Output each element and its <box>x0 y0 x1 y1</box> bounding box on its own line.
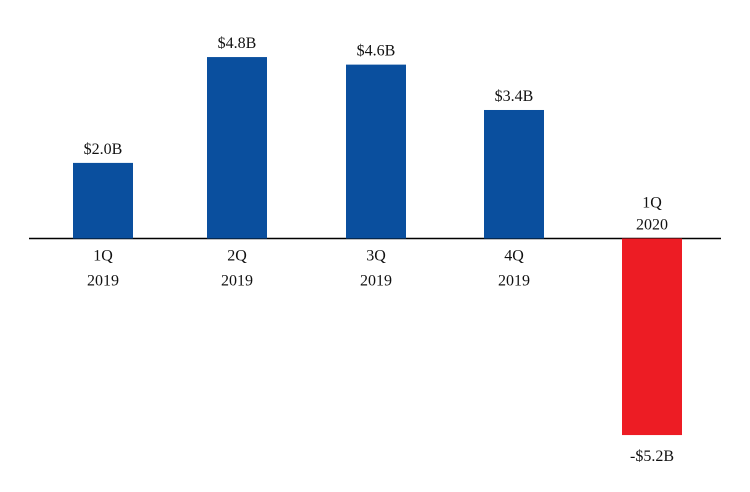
value-label-3: $3.4B <box>495 88 534 105</box>
category-label-3-line2: 2019 <box>498 273 530 290</box>
labels-group: $2.0B 1Q 2019 $4.8B 2Q 2019 $4.6B 3Q 2019 $3.4B 4Q… <box>84 35 674 465</box>
category-label-4-line1: 1Q <box>642 195 662 212</box>
bars-group <box>73 57 682 436</box>
category-label-2-line2: 2019 <box>360 273 392 290</box>
category-label-1-line1: 2Q <box>227 248 247 265</box>
category-label-1-line2: 2019 <box>221 273 253 290</box>
category-label-3-line1: 4Q <box>504 248 524 265</box>
value-label-1: $4.8B <box>218 35 257 52</box>
category-label-2-line1: 3Q <box>366 248 386 265</box>
bar-2 <box>346 64 406 239</box>
bar-1 <box>207 57 267 239</box>
value-label-4: -$5.2B <box>630 448 674 465</box>
value-label-2: $4.6B <box>357 43 396 60</box>
bar-4 <box>622 238 682 436</box>
category-label-0-line2: 2019 <box>87 273 119 290</box>
value-label-0: $2.0B <box>84 141 123 158</box>
category-label-0-line1: 1Q <box>93 248 113 265</box>
category-label-4-line2: 2020 <box>636 217 668 234</box>
bar-3 <box>484 109 544 239</box>
bar-0 <box>73 162 133 239</box>
